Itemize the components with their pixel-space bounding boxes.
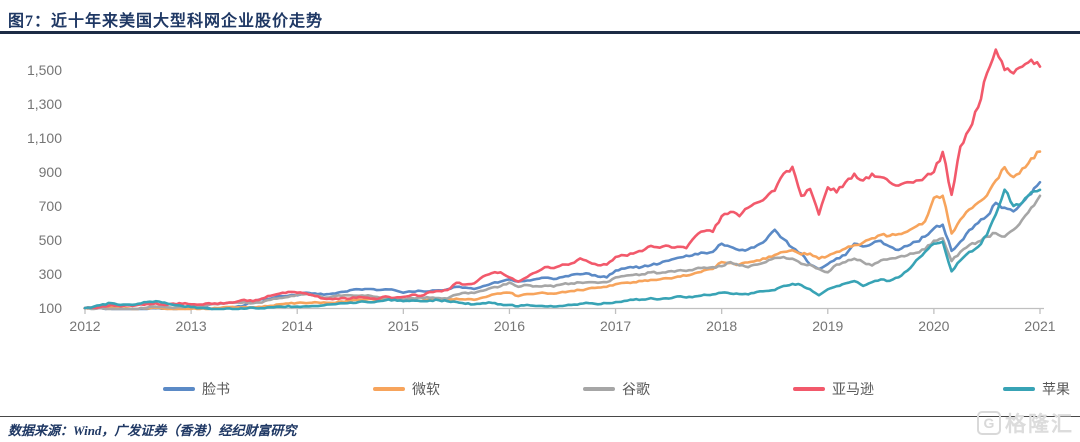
gelonghui-watermark: G 格隆汇 [977, 408, 1074, 438]
y-tick-label: 500 [39, 232, 63, 248]
x-tick-label: 2014 [282, 318, 313, 334]
y-tick-label: 1,100 [27, 130, 62, 146]
gelonghui-logo-icon: G [977, 411, 1001, 435]
x-tick-label: 2019 [812, 318, 843, 334]
legend-swatch-apple [1003, 387, 1035, 391]
series-line-amazon [83, 48, 1042, 310]
y-tick-label: 1,300 [27, 96, 62, 112]
y-tick-label: 700 [39, 198, 63, 214]
legend-swatch-microsoft [373, 387, 405, 391]
x-tick-label: 2017 [600, 318, 631, 334]
x-tick-label: 2015 [388, 318, 419, 334]
legend-item-amazon: 亚马逊 [793, 380, 874, 398]
legend-swatch-google [583, 387, 615, 391]
x-tick-label: 2016 [494, 318, 525, 334]
y-tick-label: 100 [39, 300, 63, 316]
legend-item-facebook: 脸书 [163, 380, 230, 398]
title-divider [0, 31, 1080, 34]
legend-item-apple: 苹果 [1003, 380, 1070, 398]
legend-label-google: 谷歌 [622, 381, 650, 397]
legend-swatch-facebook [163, 387, 195, 391]
y-tick-label: 900 [39, 164, 63, 180]
y-tick-label: 300 [39, 266, 63, 282]
series-line-facebook [83, 180, 1042, 311]
legend-label-microsoft: 微软 [412, 381, 440, 397]
gelonghui-watermark-text: 格隆汇 [1005, 413, 1074, 436]
series-line-google [83, 194, 1042, 311]
figure-title: 图7：近十年来美国大型科网企业股价走势 [8, 13, 324, 30]
x-tick-label: 2020 [918, 318, 949, 334]
legend-label-apple: 苹果 [1042, 381, 1070, 397]
x-tick-label: 2012 [69, 318, 100, 334]
x-tick-label: 2018 [706, 318, 737, 334]
footer-divider [0, 416, 1080, 417]
legend-label-amazon: 亚马逊 [832, 381, 874, 397]
chart-canvas: 2012 2013 2014 2015 2016 2017 2018 2019 2020 2021… [27, 48, 1056, 334]
legend-swatch-amazon [793, 387, 825, 391]
chart-legend: 脸书 微软 谷歌 亚马逊 苹果 [0, 380, 1080, 400]
x-tick-label: 2013 [176, 318, 207, 334]
x-tick-label: 2021 [1024, 318, 1055, 334]
legend-label-facebook: 脸书 [202, 381, 230, 397]
legend-item-microsoft: 微软 [373, 380, 440, 398]
figure-footer: 数据来源：Wind，广发证券（香港）经纪财富研究 [0, 416, 1080, 439]
series-line-microsoft [83, 150, 1042, 311]
y-tick-label: 1,500 [27, 62, 62, 78]
figure-header: 图7：近十年来美国大型科网企业股价走势 [0, 0, 1080, 34]
series-line-apple [83, 188, 1042, 311]
data-source: 数据来源：Wind，广发证券（香港）经纪财富研究 [8, 423, 297, 438]
legend-item-google: 谷歌 [583, 380, 650, 398]
